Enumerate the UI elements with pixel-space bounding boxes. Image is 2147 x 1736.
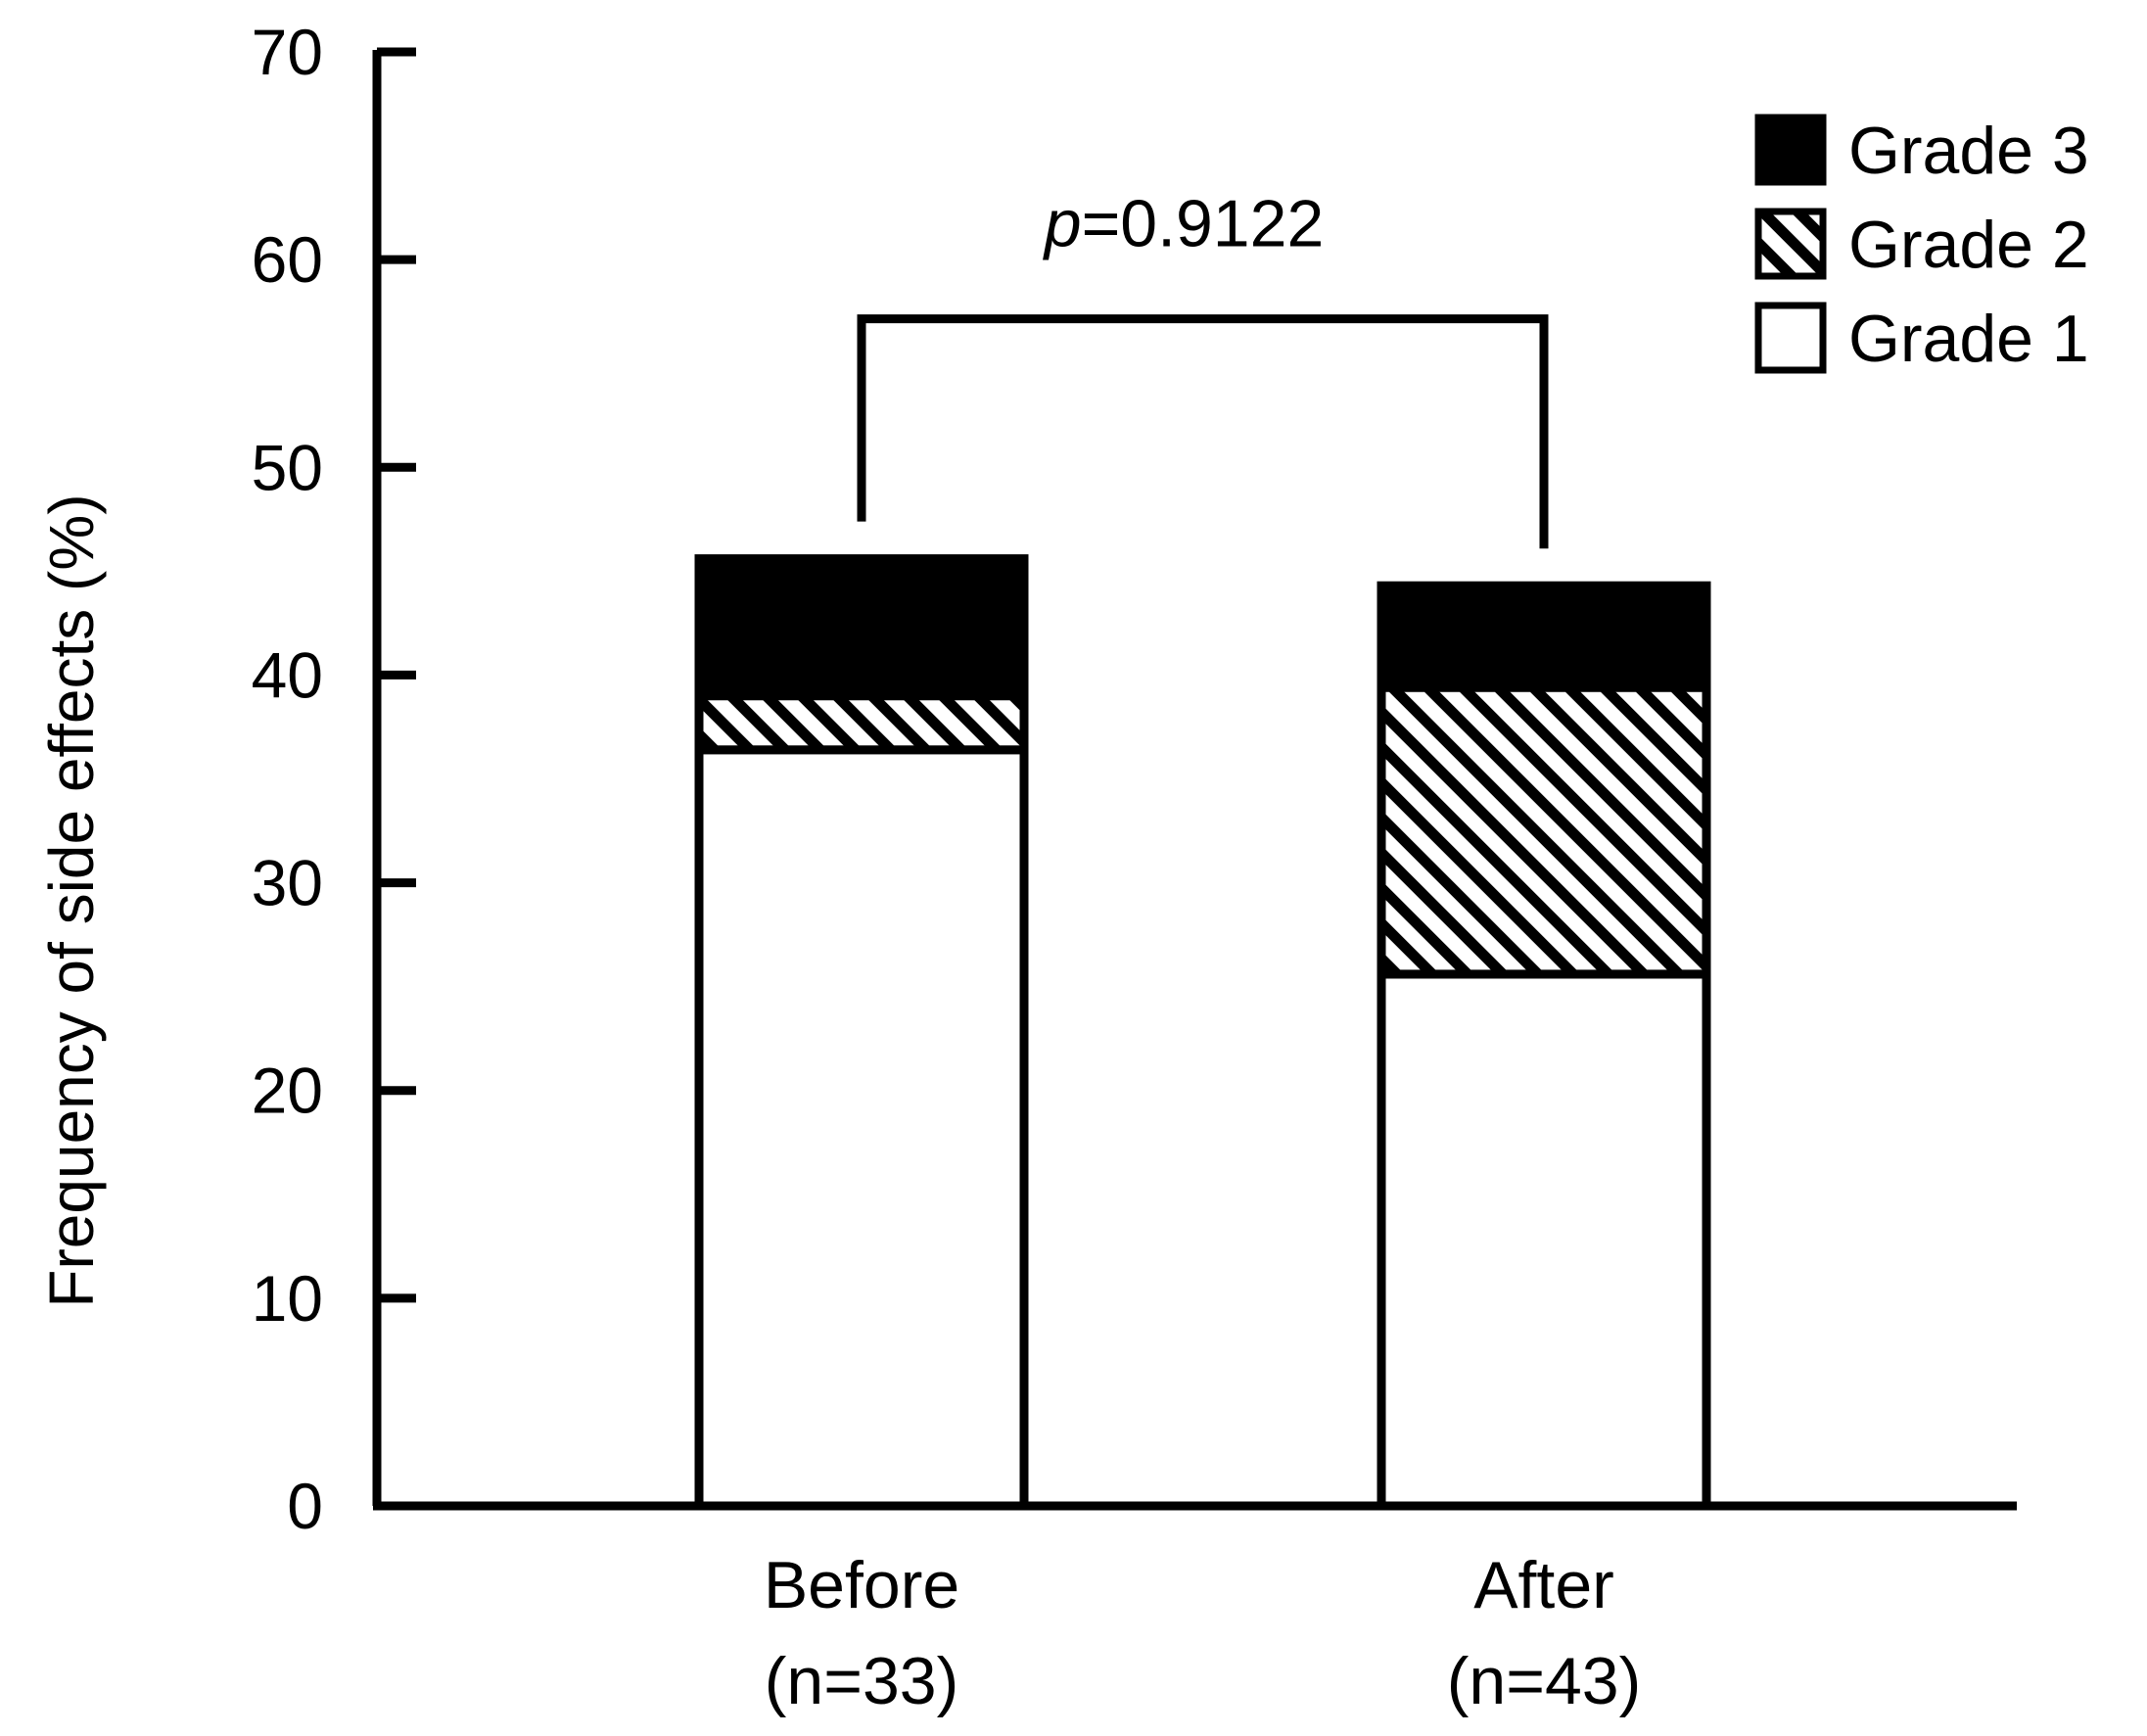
legend-label-grade-2: Grade 2 [1848, 208, 2089, 282]
bar-segment-after-grade-2 [1377, 682, 1711, 979]
y-tick-label-0: 0 [287, 1470, 323, 1542]
y-tick-label-20: 20 [252, 1055, 323, 1127]
bar-segment-after-grade-1 [1377, 969, 1711, 1511]
x-category-label-before: Before [764, 1548, 959, 1622]
x-category-label-after: After [1473, 1548, 1614, 1622]
legend-label-grade-3: Grade 3 [1848, 114, 2089, 188]
bar-segment-before-grade-3 [694, 554, 1029, 701]
bar-segment-before-grade-2 [694, 691, 1029, 755]
legend: Grade 3 Grade 2 Grade 1 [1754, 114, 2089, 376]
bar-segment-before-grade-1 [694, 745, 1029, 1511]
p-value-annotation: p=0.9122 [1043, 187, 1325, 261]
y-tick-label-60: 60 [252, 223, 323, 296]
significance-bracket [857, 314, 1549, 549]
bar-segment-after-grade-3 [1377, 581, 1711, 692]
y-tick-label-70: 70 [252, 16, 323, 88]
legend-label-grade-1: Grade 1 [1848, 302, 2089, 376]
y-tick-label-50: 50 [252, 431, 323, 503]
legend-swatch-grade-3 [1754, 114, 1827, 186]
y-tick-label-30: 30 [252, 847, 323, 919]
x-category-n-label-after: (n=43) [1447, 1644, 1641, 1718]
x-category-n-label-before: (n=33) [765, 1644, 958, 1718]
y-tick-label-10: 10 [252, 1262, 323, 1335]
p-symbol: p [1043, 187, 1082, 261]
legend-swatch-grade-2 [1754, 208, 1827, 280]
y-axis-title: Frequency of side effects (%) [36, 493, 107, 1307]
p-value-text: =0.9122 [1082, 187, 1325, 261]
y-tick-label-40: 40 [252, 638, 323, 711]
legend-swatch-grade-1 [1754, 302, 1827, 374]
